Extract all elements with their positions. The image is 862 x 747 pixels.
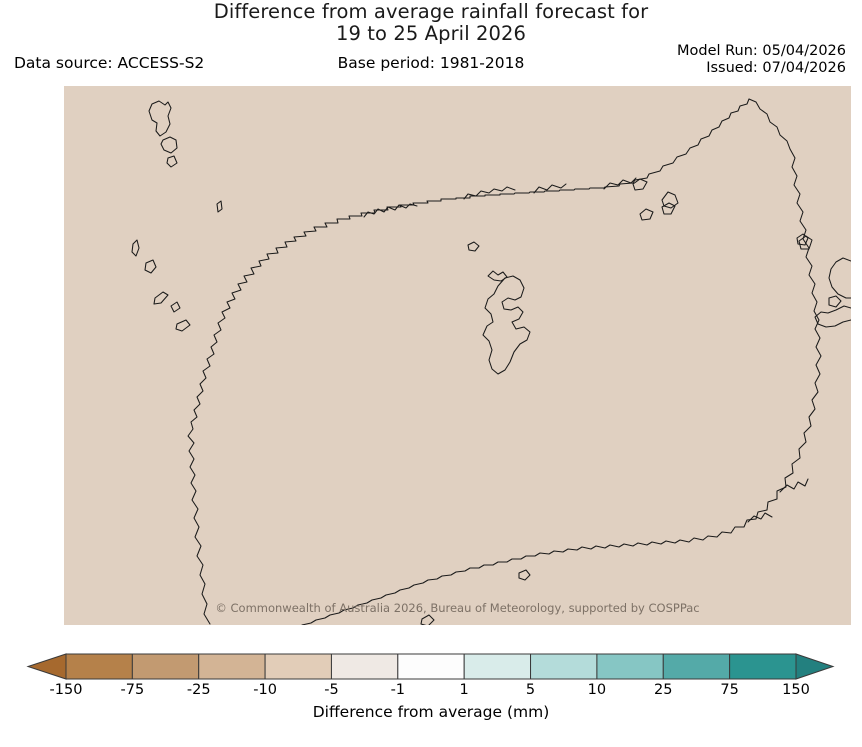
data-source-label: Data source: ACCESS-S2 <box>14 54 205 72</box>
island-outline <box>796 233 809 246</box>
island-outline <box>144 259 157 274</box>
island-outline <box>153 291 169 305</box>
island-outline <box>487 270 508 282</box>
colorbar-segment <box>65 653 133 680</box>
island-outline <box>170 301 181 313</box>
colorbar-segment <box>397 653 465 680</box>
island-outline <box>166 155 178 168</box>
colorbar-over-arrow <box>795 653 835 680</box>
colorbar-tick: -75 <box>120 682 145 698</box>
colorbar-segment <box>596 653 664 680</box>
island-outline <box>160 136 178 154</box>
colorbar-segment <box>131 653 200 680</box>
title-line-2: 19 to 25 April 2026 <box>335 21 527 45</box>
map-panel[interactable]: © Commonwealth of Australia 2026, Bureau… <box>64 86 851 625</box>
base-period-label: Base period: 1981-2018 <box>337 54 525 72</box>
colorbar-segment <box>530 653 598 680</box>
island-outline <box>828 257 851 299</box>
colorbar-graphic[interactable] <box>0 650 862 686</box>
colorbar-segment <box>330 653 399 680</box>
island-outline <box>467 241 480 252</box>
island-outline <box>661 191 679 209</box>
island-outline <box>148 100 172 137</box>
colorbar-tick: 25 <box>654 682 673 698</box>
colorbar-tick: 1 <box>459 682 469 698</box>
issued-label: Issued: 07/04/2026 <box>706 59 846 76</box>
island-outline <box>814 305 851 328</box>
colorbar-under-arrow <box>26 653 67 680</box>
colorbar-tick: 75 <box>720 682 739 698</box>
colorbar-segments <box>26 653 835 680</box>
coastline-detail <box>463 186 516 200</box>
colorbar-tick: 10 <box>587 682 607 698</box>
colorbar-axis-label: Difference from average (mm) <box>312 703 550 721</box>
colorbar-tick: 5 <box>525 682 536 698</box>
island-outline <box>828 295 842 308</box>
coastline-detail <box>747 512 773 523</box>
island-outline <box>420 614 435 625</box>
island-outline <box>216 200 223 213</box>
colorbar-segment <box>198 653 266 680</box>
title-line-1: Difference from average rainfall forecas… <box>213 0 649 23</box>
page-title: Difference from average rainfall forecas… <box>0 0 862 45</box>
island-outline <box>175 319 191 332</box>
coastline-detail <box>363 203 418 218</box>
island-outline <box>482 275 531 375</box>
island-outline <box>661 202 676 215</box>
main-coastline <box>187 98 750 625</box>
island-outline <box>131 239 140 257</box>
colorbar-tick: -25 <box>186 682 211 698</box>
colorbar-segment <box>264 653 332 680</box>
colorbar-tick: -150 <box>49 682 83 698</box>
coastline-detail <box>533 183 567 194</box>
coastline-map <box>131 98 851 625</box>
coastline-detail <box>779 478 809 493</box>
main-coastline-east <box>301 98 822 625</box>
colorbar-tick: 150 <box>782 682 810 698</box>
colorbar-segment <box>729 653 797 680</box>
model-run-label: Model Run: 05/04/2026 <box>676 43 846 59</box>
model-run-info: Model Run: 05/04/2026 Issued: 07/04/2026 <box>677 43 846 77</box>
subheader: Data source: ACCESS-S2 Base period: 1981… <box>0 43 862 82</box>
colorbar-tick: -10 <box>253 682 277 698</box>
colorbar-segment <box>662 653 731 680</box>
colorbar-tick: -5 <box>324 682 339 698</box>
island-outline <box>639 208 654 221</box>
island-outline <box>798 235 813 250</box>
colorbar-tick: -1 <box>390 682 406 698</box>
colorbar-tick-labels: -150 -75 -25 -10 -5 -1 1 5 10 25 75 150 <box>0 682 862 704</box>
colorbar-segment <box>463 653 532 680</box>
colorbar: -150 -75 -25 -10 -5 -1 1 5 10 25 75 150 Difference … <box>0 650 862 747</box>
island-outline <box>518 569 531 581</box>
coastline-detail <box>603 177 637 190</box>
island-outline <box>632 178 648 191</box>
